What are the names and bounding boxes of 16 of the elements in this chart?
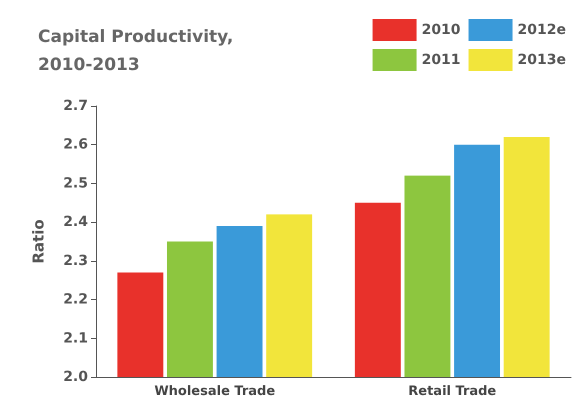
x-tick-label: Retail Trade — [408, 384, 496, 399]
y-tick-label: 2.6 — [63, 136, 88, 153]
y-tick-label: 2.4 — [63, 214, 88, 230]
legend-label: 2011 — [422, 52, 461, 68]
legend-label: 2013e — [518, 52, 566, 68]
y-tick-label: 2.7 — [63, 98, 88, 114]
y-tick-label: 2.0 — [63, 369, 88, 385]
y-tick-label: 2.2 — [63, 292, 88, 308]
chart-title: Capital Productivity, 2010-2013 — [38, 27, 240, 75]
y-axis-title: Ratio — [30, 219, 48, 264]
y-tick-label: 2.3 — [63, 252, 88, 269]
legend-label: 2012e — [518, 22, 566, 38]
y-tick-label: 2.1 — [63, 330, 88, 346]
x-tick-label: Wholesale Trade — [154, 384, 276, 399]
y-tick-label: 2.5 — [63, 175, 88, 192]
legend-label: 2010 — [422, 22, 461, 38]
